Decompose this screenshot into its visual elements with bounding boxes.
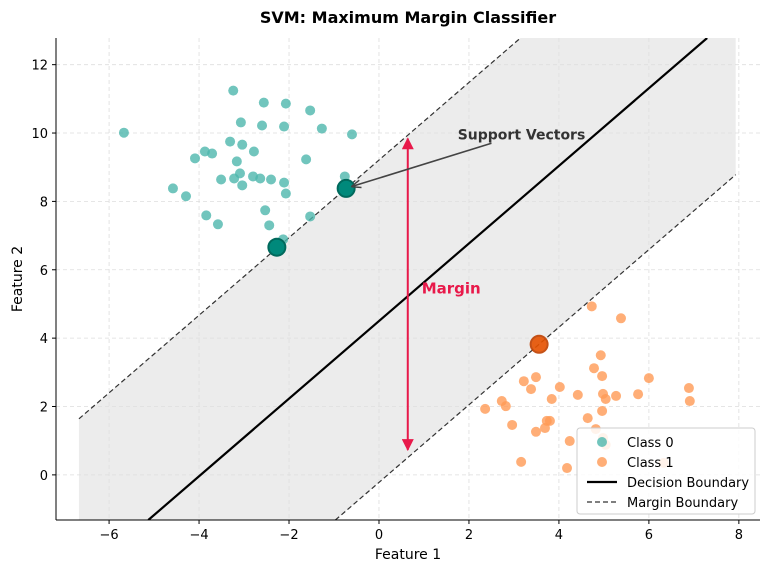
support-vector-class0 [267,237,287,257]
margin-boundary-line [78,38,521,420]
chart-title: SVM: Maximum Margin Classifier [260,8,556,27]
legend-label: Margin Boundary [627,496,738,511]
class0-point [190,153,201,164]
class0-point [181,191,192,202]
class0-point [237,180,248,191]
class0-point [266,174,277,185]
x-tick-label: 8 [735,528,743,543]
class1-point [544,415,555,426]
class1-point [554,382,565,393]
class0-point [228,85,239,96]
class1-point [526,384,537,395]
y-tick-label: 12 [31,59,48,74]
x-tick-label: 0 [375,528,383,543]
class0-point [257,120,268,131]
class1-point [615,313,626,324]
y-tick-label: 6 [40,264,48,279]
class1-point [589,363,600,374]
class1-point [633,389,644,400]
class1-point [595,350,606,361]
class0-point [237,139,248,150]
class1-point [516,456,527,467]
class0-point [212,219,223,230]
x-tick-label: −6 [99,528,118,543]
class0-point [201,210,212,221]
y-axis-label: Feature 2 [10,246,26,312]
legend-marker-class0 [597,437,607,447]
class1-point [564,436,575,447]
x-axis-label: Feature 1 [375,547,441,563]
class0-point [264,220,275,231]
class1-point [518,376,529,387]
class1-point [530,426,541,437]
x-tick-label: 2 [465,528,473,543]
class0-point [258,97,269,108]
class1-point [600,393,611,404]
x-tick-label: 4 [555,528,563,543]
legend-label: Class 1 [627,456,674,471]
class1-point [539,423,550,434]
class1-point [683,383,694,394]
class1-point [500,401,511,412]
class1-point [586,301,597,312]
class0-point [279,177,290,188]
class0-point [316,123,327,134]
y-tick-label: 4 [40,332,48,347]
class0-point [248,146,259,157]
class1-point [597,405,608,416]
class0-point [279,121,290,132]
class0-point [225,136,236,147]
decision-boundary-line [147,38,708,520]
class0-point [207,148,218,159]
class1-point [562,463,573,474]
class0-point [305,105,316,116]
y-tick-label: 2 [40,401,48,416]
class1-point [546,393,557,404]
class0-point [255,173,266,184]
support-vectors-arrow [352,142,492,186]
class0-point [346,129,357,140]
class0-point [118,127,129,138]
legend: Class 0 Class 1 Decision Boundary Margin Bo… [576,427,756,515]
class1-point [611,390,622,401]
class0-point [167,183,178,194]
class0-point [216,174,227,185]
x-tick-label: −4 [189,528,208,543]
class0-point [231,156,242,167]
class0-point [339,171,350,182]
class1-point [582,413,593,424]
class1-point [507,419,518,430]
support-vectors-label: Support Vectors [458,128,586,144]
class1-point [480,403,491,414]
legend-label: Class 0 [627,436,674,451]
class0-point [260,205,271,216]
y-tick-label: 8 [40,195,48,210]
class0-point [301,154,312,165]
legend-box [576,427,756,515]
class0-point [280,98,291,109]
y-tick-label: 10 [31,127,48,142]
x-tick-label: 6 [645,528,653,543]
legend-label: Decision Boundary [627,476,749,491]
class0-point [235,117,246,128]
legend-marker-class1 [597,457,607,467]
class1-point [597,371,608,382]
class0-point [229,173,240,184]
x-tick-label: −2 [279,528,298,543]
class1-point [684,396,695,407]
class0-point [305,211,316,222]
class1-point [643,373,654,384]
class1-point [530,372,541,383]
class0-point [280,188,291,199]
y-tick-label: 0 [40,469,48,484]
support-vector-class1 [529,334,549,354]
margin-label: Margin [422,280,481,298]
support-vector-class0 [336,178,356,198]
class1-point [572,389,583,400]
